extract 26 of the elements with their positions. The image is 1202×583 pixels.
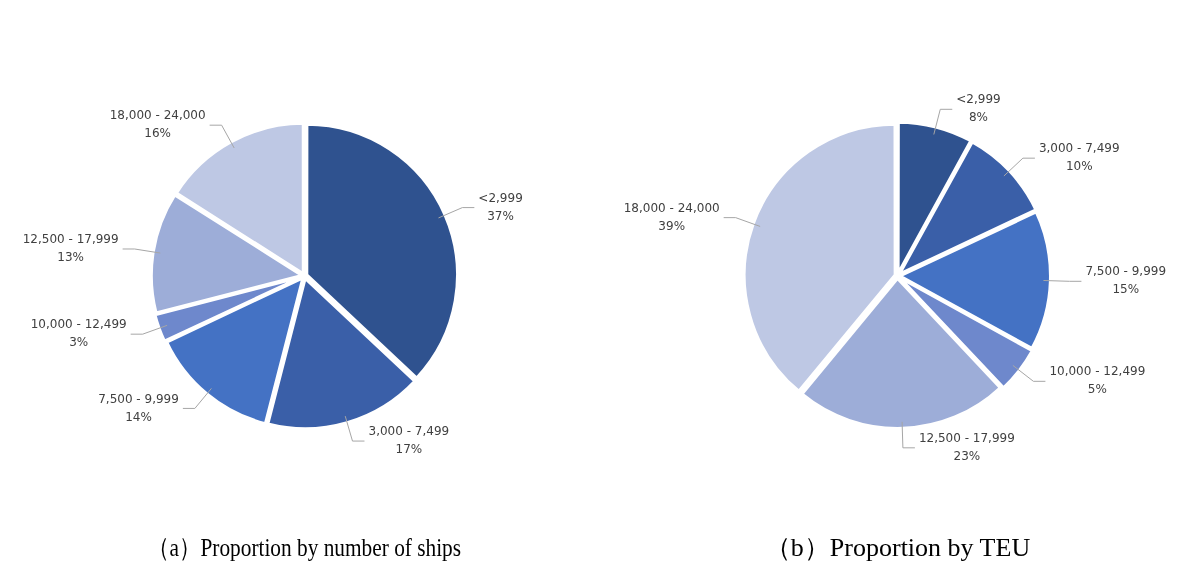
text: （a）Proportion by number of ships (147, 533, 462, 562)
slice-label: 10,000 - 12,499 (1049, 364, 1146, 379)
slice-label: 10,000 - 12,499 (30, 317, 127, 332)
text: （b）Proportion by TEU (764, 533, 1031, 563)
data-label: 5% (1087, 382, 1107, 397)
slice-label: 7,500 - 9,999 (98, 391, 179, 406)
slice-label: <2,999 (478, 190, 523, 205)
data-label: 17% (395, 442, 423, 457)
data-label: 16% (144, 126, 172, 141)
data-label: 39% (658, 218, 686, 233)
slice-label: 3,000 - 7,499 (1038, 141, 1120, 156)
data-label: 8% (968, 110, 988, 125)
data-label: 37% (487, 208, 514, 223)
data-label: 14% (125, 409, 152, 424)
slice-label: 18,000 - 24,000 (623, 200, 720, 215)
slice-label: 7,500 - 9,999 (1085, 264, 1167, 279)
data-label: 13% (57, 250, 84, 265)
slice-label: <2,999 (956, 92, 1001, 107)
data-label: 23% (953, 448, 981, 463)
data-label: 3% (69, 335, 89, 350)
slice-label: 18,000 - 24,000 (109, 108, 206, 123)
data-label: 10% (1065, 159, 1093, 174)
slice-label: 12,500 - 17,999 (22, 232, 119, 247)
data-label: 15% (1112, 282, 1140, 297)
slice-label: 3,000 - 7,499 (368, 424, 450, 439)
slice-label: 12,500 - 17,999 (918, 430, 1015, 445)
